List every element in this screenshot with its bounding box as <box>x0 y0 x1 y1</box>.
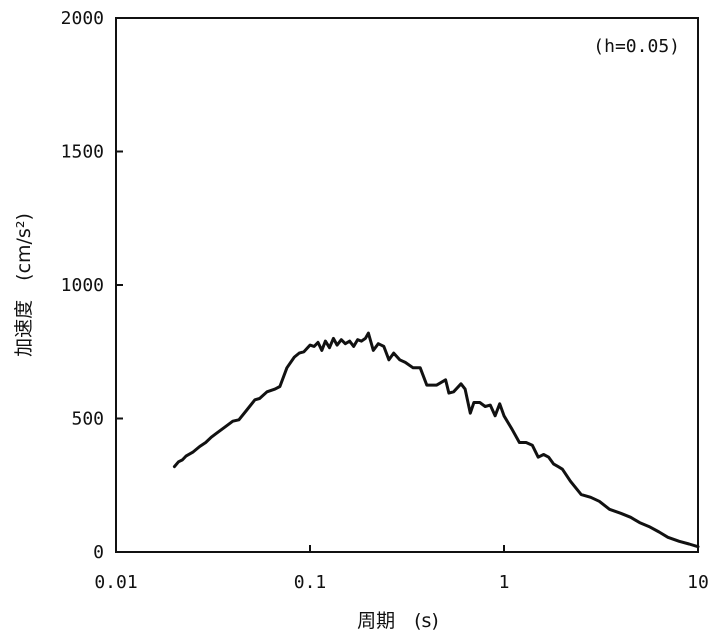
x-tick-label: 0.01 <box>94 572 137 593</box>
x-tick-label: 1 <box>499 572 510 593</box>
y-axis: 0 500 1000 1500 2000 <box>61 8 123 563</box>
y-tick-label: 500 <box>71 409 104 430</box>
damping-annotation: (h=0.05) <box>593 36 680 57</box>
x-tick-label: 0.1 <box>294 572 327 593</box>
y-tick-label: 0 <box>93 542 104 563</box>
plot-area-frame <box>115 17 699 553</box>
y-tick-label: 2000 <box>61 8 104 29</box>
x-tick-label: 10 <box>687 572 709 593</box>
x-axis-title: 周期 (s) <box>357 610 439 632</box>
y-tick-label: 1500 <box>61 142 104 163</box>
y-axis-title: 加速度 (cm/s²) <box>13 213 35 357</box>
spectrum-line <box>172 331 700 549</box>
y-tick-label: 1000 <box>61 275 104 296</box>
